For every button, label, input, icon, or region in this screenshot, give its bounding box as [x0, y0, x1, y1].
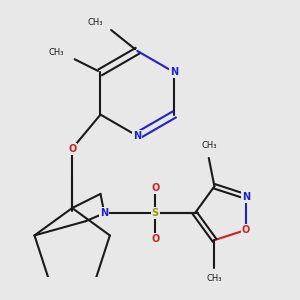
Text: N: N	[242, 192, 250, 202]
Text: CH₃: CH₃	[48, 48, 64, 57]
Text: O: O	[151, 234, 159, 244]
Text: CH₃: CH₃	[207, 274, 222, 283]
Text: S: S	[152, 208, 159, 218]
Text: CH₃: CH₃	[201, 140, 217, 149]
Text: N: N	[133, 131, 141, 141]
Text: N: N	[170, 67, 178, 77]
Text: O: O	[151, 183, 159, 193]
Text: CH₃: CH₃	[88, 18, 103, 27]
Text: O: O	[242, 225, 250, 235]
Text: O: O	[68, 144, 76, 154]
Text: N: N	[100, 208, 108, 218]
